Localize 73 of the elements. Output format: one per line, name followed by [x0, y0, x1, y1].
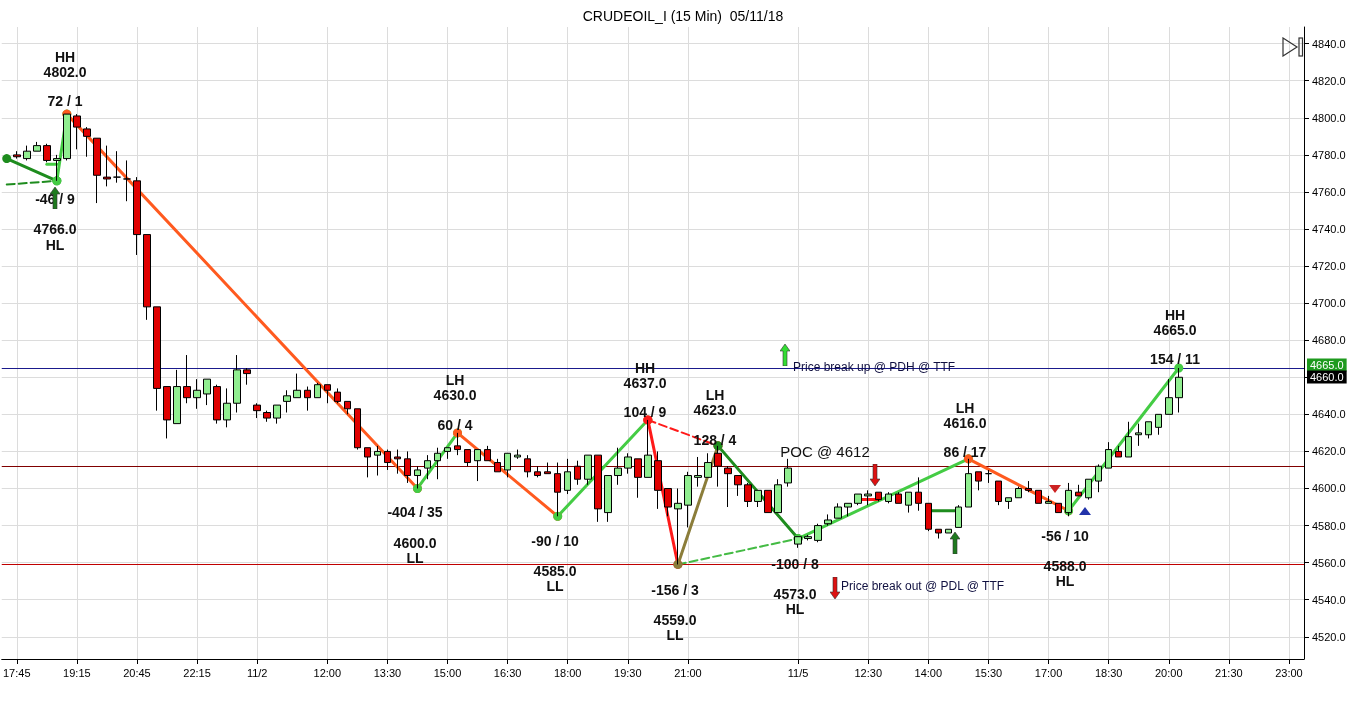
annotation: -156 / 3	[651, 582, 699, 598]
x-tick-label: 11/2	[246, 666, 268, 679]
x-tick-label: 17:00	[1034, 666, 1063, 679]
annotation: 4802.0	[43, 64, 87, 80]
y-tick-label: 4720.0	[1312, 260, 1346, 273]
annotation: 4766.0	[33, 221, 77, 237]
annotation: LH	[705, 387, 725, 403]
ref-line-label: 4665.0	[1310, 359, 1344, 372]
annotation: POC @ 4612	[780, 442, 870, 460]
text: 4660.0	[1310, 371, 1344, 383]
x-tick-label: 19:15	[63, 666, 91, 679]
y-tick-label: 4580.0	[1312, 519, 1346, 532]
y-tick-label: 4800.0	[1312, 111, 1346, 124]
annotation: HL	[785, 601, 805, 617]
x-tick-label: 15:00	[433, 666, 462, 679]
annotation: 86 / 17	[943, 444, 987, 460]
x-tick-label: 16:30	[493, 666, 522, 679]
annotation: 4585.0	[533, 563, 577, 579]
annotation: 60 / 4	[437, 417, 473, 433]
annotation: LH	[955, 400, 975, 416]
chart-title: CRUDEOIL_I (15 Min) 05/11/18	[582, 8, 784, 24]
y-tick-label: 4540.0	[1312, 593, 1346, 606]
x-tick-label: 13:30	[373, 666, 402, 679]
annotation: 4559.0	[653, 612, 697, 628]
x-tick-label: 21:30	[1215, 666, 1243, 679]
annotation: -56 / 10	[1041, 528, 1089, 544]
annotation: LL	[666, 627, 684, 643]
annotation: 4630.0	[433, 387, 477, 403]
y-tick-label: 4680.0	[1312, 334, 1346, 347]
annotation: HH	[1164, 307, 1186, 323]
y-tick-label: 4740.0	[1312, 223, 1346, 236]
annotation: LL	[406, 550, 424, 566]
annotation: -90 / 10	[531, 533, 579, 549]
annotation: 4573.0	[773, 586, 817, 602]
annotation: 4665.0	[1153, 322, 1197, 338]
x-tick-label: 21:00	[674, 666, 702, 679]
x-tick-label: 20:00	[1155, 666, 1183, 679]
annotation: 4616.0	[943, 415, 987, 431]
annotation: 154 / 11	[1150, 351, 1201, 367]
y-tick-label: 4820.0	[1312, 74, 1346, 87]
x-tick-label: 14:00	[914, 666, 943, 679]
x-tick-label: 22:15	[183, 666, 211, 679]
x-tick-label: 17:45	[2, 666, 31, 679]
annotation: 4623.0	[693, 402, 737, 418]
x-tick-label: 18:30	[1094, 666, 1123, 679]
annotation: -404 / 35	[387, 504, 443, 520]
x-tick-label: 15:30	[974, 666, 1003, 679]
y-tick-label: 4600.0	[1312, 482, 1346, 495]
x-tick-label: 23:00	[1275, 666, 1303, 679]
annotation: 4600.0	[393, 535, 437, 551]
y-tick-label: 4560.0	[1312, 556, 1346, 569]
x-tick-label: 12:30	[854, 666, 883, 679]
y-tick-label: 4700.0	[1312, 297, 1346, 310]
x-tick-label: 19:30	[614, 666, 642, 679]
annotation: HL	[1055, 573, 1075, 589]
y-tick-label: 4620.0	[1312, 445, 1346, 458]
annotation: 72 / 1	[47, 93, 83, 109]
annotation: 4637.0	[623, 375, 667, 391]
x-tick-label: 11/5	[787, 666, 809, 679]
x-tick-label: 20:45	[123, 666, 151, 679]
annotation: LL	[546, 578, 564, 594]
annotation: 104 / 9	[623, 404, 667, 420]
annotation: HL	[45, 237, 65, 253]
y-tick-label: 4780.0	[1312, 148, 1346, 161]
annotation: LH	[445, 372, 465, 388]
annotation: HH	[54, 49, 76, 65]
y-tick-label: 4760.0	[1312, 185, 1346, 198]
y-tick-label: 4640.0	[1312, 408, 1346, 421]
x-tick-label: 18:00	[553, 666, 582, 679]
y-tick-label: 4840.0	[1312, 37, 1346, 50]
annotation: Price break out @ PDL @ TTF	[841, 579, 1005, 593]
x-tick-label: 12:00	[313, 666, 342, 679]
y-tick-label: 4520.0	[1312, 630, 1346, 643]
